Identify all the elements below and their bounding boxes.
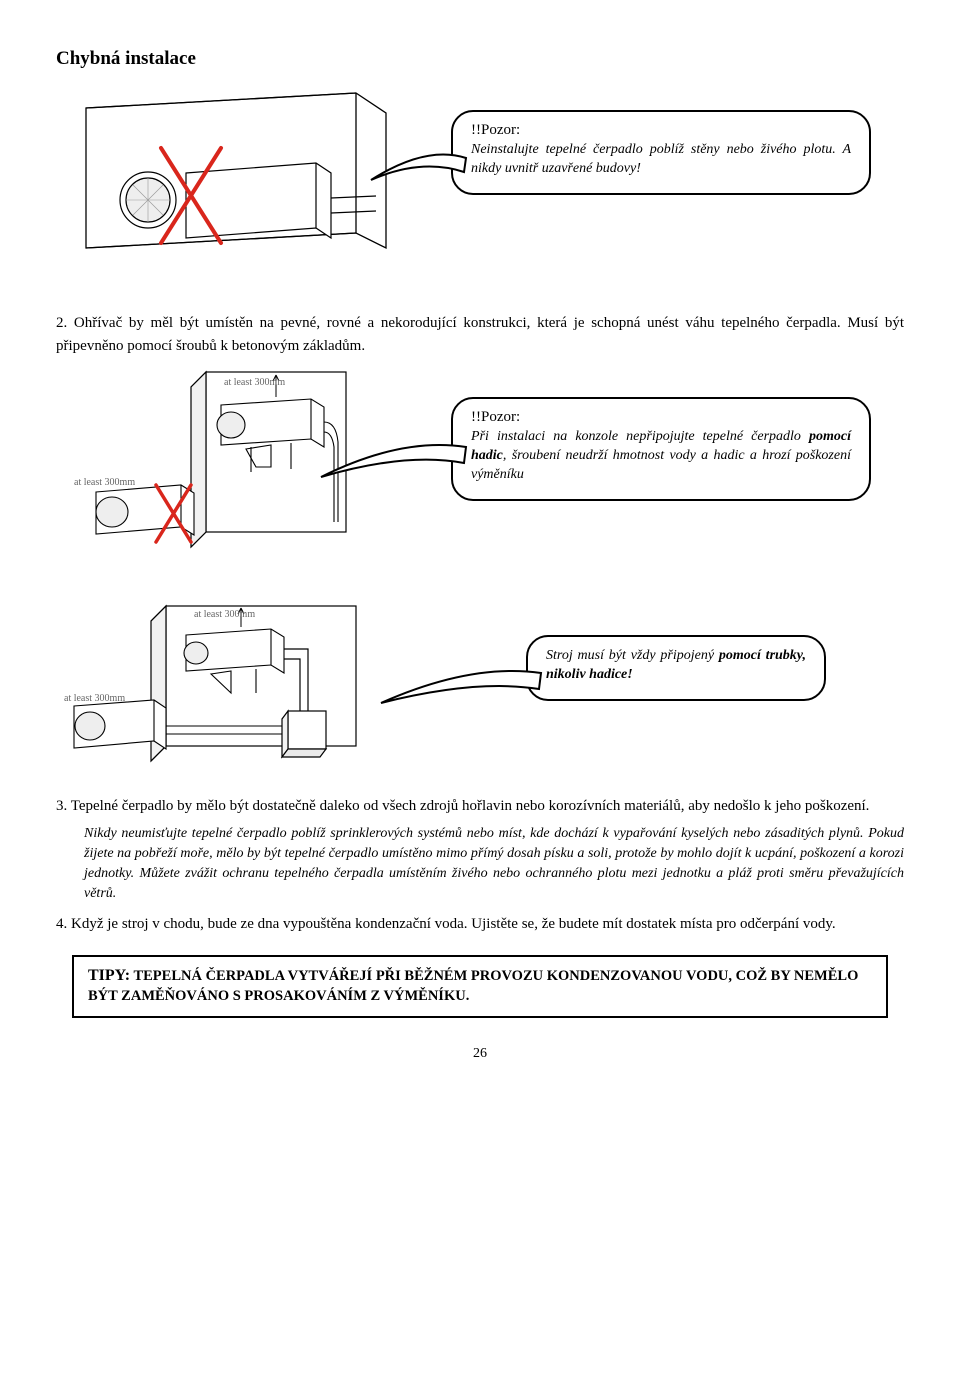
tips-text: TEPELNÁ ČERPADLA VYTVÁŘEJÍ PŘI BĚŽNÉM PR… — [88, 968, 858, 1004]
warning-bubble-1: !!Pozor: Neinstalujte tepelné čerpadlo p… — [451, 110, 871, 195]
figure-3: at least 300mm at least 300mm Stroj musí… — [56, 601, 904, 771]
label-at-least-top2: at least 300mm — [194, 609, 255, 620]
paragraph-4: 4. Když je stroj v chodu, bude ze dna vy… — [56, 913, 904, 936]
tips-box: TIPY: TEPELNÁ ČERPADLA VYTVÁŘEJÍ PŘI BĚŽ… — [72, 955, 888, 1018]
tips-label: TIPY: — [88, 967, 130, 984]
figure-2: at least 300mm at least 300mm !!Pozor: P… — [56, 367, 904, 577]
paragraph-3: 3. Tepelné čerpadlo by mělo být dostateč… — [56, 795, 904, 818]
bubble2-prefix: Při instalaci na konzole nepřipojujte te… — [471, 429, 809, 444]
paragraph-3-italic: Nikdy neumisťujte tepelné čerpadlo poblí… — [84, 824, 904, 905]
info-bubble-3: Stroj musí být vždy připojený pomocí tru… — [526, 635, 826, 701]
bubble3-tail — [376, 661, 556, 721]
page-number: 26 — [56, 1046, 904, 1062]
figure-3-svg: at least 300mm at least 300mm — [56, 601, 376, 771]
paragraph-2: 2. Ohřívač by měl být umístěn na pevné, … — [56, 312, 904, 357]
bubble2-text: Při instalaci na konzole nepřipojujte te… — [471, 428, 851, 485]
bubble3-prefix: Stroj musí být vždy připojený — [546, 648, 719, 663]
bubble1-pozor: !!Pozor: — [471, 122, 851, 139]
label-at-least-side: at least 300mm — [74, 477, 135, 488]
bubble2-suffix: , šroubení neudrží hmotnost vody a hadic… — [471, 448, 851, 482]
bubble2-pozor: !!Pozor: — [471, 409, 851, 426]
label-at-least-side2: at least 300mm — [64, 693, 125, 704]
bubble3-text: Stroj musí být vždy připojený pomocí tru… — [546, 647, 806, 685]
bubble1-text: Neinstalujte tepelné čerpadlo poblíž stě… — [471, 141, 851, 179]
section-heading: Chybná instalace — [56, 48, 904, 70]
bubble2-tail — [316, 437, 476, 497]
warning-bubble-2: !!Pozor: Při instalaci na konzole nepřip… — [451, 397, 871, 501]
label-at-least-top: at least 300mm — [224, 377, 285, 388]
bubble1-text-content: Neinstalujte tepelné čerpadlo poblíž stě… — [471, 142, 851, 176]
figure-1: !!Pozor: Neinstalujte tepelné čerpadlo p… — [56, 88, 904, 288]
bubble1-tail — [366, 140, 476, 200]
